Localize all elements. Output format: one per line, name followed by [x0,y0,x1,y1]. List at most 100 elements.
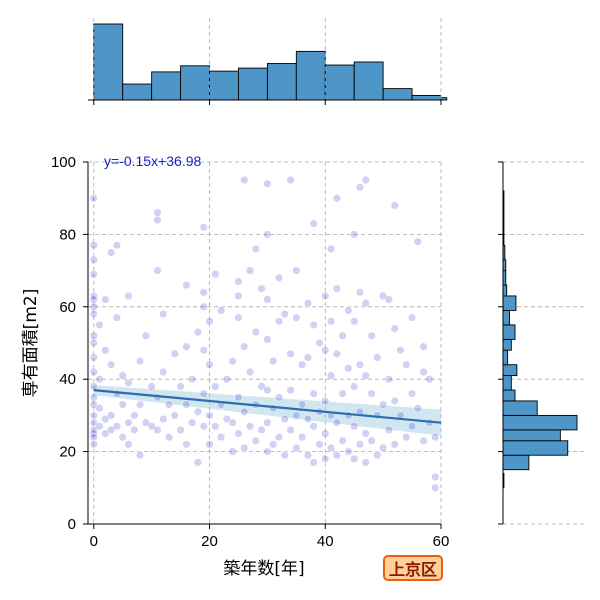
scatter-point [89,309,98,319]
scatter-point [263,179,272,188]
scatter-point [344,364,353,373]
scatter-point [164,433,174,442]
scatter-point [257,425,266,434]
scatter-point [124,440,133,449]
scatter-point [361,429,370,438]
scatter-point [274,273,284,282]
scatter-point [199,422,208,431]
scatter-point [89,302,98,311]
scatter-point [118,433,127,442]
scatter-point [390,201,399,210]
scatter-point [147,422,156,431]
scatter-point [95,320,104,329]
scatter-point [425,375,434,384]
scatter-point [107,248,116,257]
scatter-point [159,309,168,319]
scatter-point [245,422,255,431]
scatter-point [159,414,168,424]
y-hist-bar [502,284,508,297]
scatter-point [153,208,162,217]
scatter-point [251,328,260,337]
scatter-point [205,411,214,420]
scatter-point [211,382,220,391]
main-axes: 0 20 40 60 0 20 40 60 80 100 [51,154,449,550]
scatter-point [263,295,272,304]
scatter-point [280,309,289,319]
scatter-point [251,244,260,253]
scatter-point [101,429,110,438]
scatter-point [199,346,208,355]
y-tick-label: 100 [51,154,76,171]
x-hist-bar [209,70,239,101]
y-tick-label: 40 [59,371,76,388]
scatter-point [361,176,370,185]
scatter-point [309,389,318,398]
scatter-point [141,418,150,427]
scatter-point [153,215,162,224]
scatter-point [315,440,324,449]
scatter-point [257,382,266,391]
scatter-point [367,331,376,340]
scatter-point [199,389,208,398]
scatter-point [384,425,393,434]
scatter-point [193,328,203,337]
scatter-point [332,194,341,203]
scatter-point [263,335,272,344]
scatter-point [217,433,226,442]
scatter-point [124,378,133,387]
y-hist-bar [502,429,561,442]
scatter-point [170,411,179,420]
scatter-point [240,342,249,351]
scatter-point [188,375,197,384]
scatter-point [321,454,330,463]
scatter-point [367,436,376,445]
scatter-point [263,386,272,395]
scatter-point [350,382,359,391]
district-badge: 上京区 [383,555,443,581]
scatter-point [321,429,330,438]
x-hist-bar [151,71,182,101]
y-hist-bar [502,349,509,366]
y-hist-bar [502,389,516,402]
scatter-point [234,393,243,402]
scatter-point [89,411,98,420]
scatter-point [263,230,272,239]
scatter-point [332,349,341,358]
scatter-point [350,317,359,326]
scatter-point [193,458,203,467]
scatter-point [205,360,214,369]
scatter-points [89,176,440,492]
scatter-point [303,414,312,424]
scatter-point [332,451,341,460]
scatter-point [193,407,203,416]
scatter-point [309,219,318,228]
scatter-point [251,436,260,445]
scatter-point [136,400,145,409]
scatter-point [269,440,278,449]
scatter-point [164,400,174,409]
y-hist-bar [502,375,512,391]
x-hist-bar [266,63,297,101]
scatter-point [408,422,417,431]
x-hist-bar [180,65,210,101]
scatter-point [309,458,318,467]
y-hist-bar [502,454,530,471]
scatter-point [222,414,231,424]
scatter-point [315,338,324,348]
scatter-point [170,349,179,358]
scatter-point [419,342,428,351]
x-hist-bar [353,61,384,101]
regression-line [93,389,442,424]
scatter-point [419,436,428,445]
scatter-point [390,440,399,449]
scatter-point [355,440,365,449]
scatter-point [298,360,307,369]
scatter-point [101,346,110,355]
scatter-point [182,400,191,409]
x-hist-bar [122,83,153,101]
x-tick-label: 0 [90,533,98,550]
scatter-point [234,277,243,286]
scatter-point [182,440,191,449]
scatter-point [89,295,98,304]
x-hist-bar [382,88,413,101]
